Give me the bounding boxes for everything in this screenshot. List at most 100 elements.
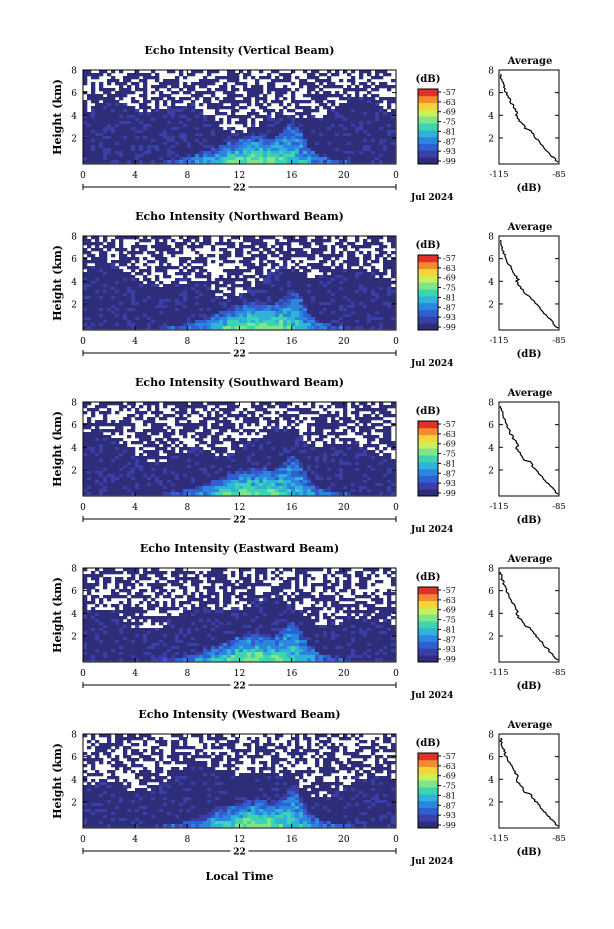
- heatmap-cell: [319, 94, 324, 98]
- heatmap-cell: [127, 121, 132, 125]
- heatmap-cell: [95, 266, 100, 270]
- heatmap-cell: [135, 462, 140, 466]
- heatmap-cell: [363, 311, 368, 315]
- heatmap-cell: [255, 308, 260, 312]
- heatmap-cell: [147, 151, 152, 155]
- heatmap-cell: [111, 239, 116, 243]
- heatmap-cell: [295, 278, 300, 282]
- heatmap-cell: [279, 100, 284, 104]
- heatmap-cell: [183, 483, 188, 487]
- heatmap-cell: [267, 136, 272, 140]
- heatmap-cell: [107, 299, 112, 303]
- heatmap-cell: [159, 263, 164, 267]
- heatmap-cell: [191, 88, 196, 92]
- heatmap-cell: [351, 142, 356, 146]
- heatmap-cell: [351, 311, 356, 315]
- heatmap-cell: [219, 477, 224, 481]
- heatmap-cell: [219, 426, 224, 430]
- heatmap-cell: [239, 242, 244, 246]
- heatmap-cell: [87, 471, 92, 475]
- heatmap-cell: [115, 269, 120, 273]
- heatmap-cell: [183, 317, 188, 321]
- heatmap-cell: [315, 263, 320, 267]
- heatmap-cell: [311, 239, 316, 243]
- heatmap-cell: [359, 281, 364, 285]
- heatmap-cell: [303, 287, 308, 291]
- heatmap-cell: [91, 465, 96, 469]
- heatmap-cell: [331, 314, 336, 318]
- heatmap-cell: [123, 489, 128, 493]
- heatmap-cell: [143, 486, 148, 490]
- heatmap-cell: [363, 275, 368, 279]
- heatmap-cell: [91, 456, 96, 460]
- heatmap-cell: [119, 70, 124, 74]
- heatmap-cell: [155, 311, 160, 315]
- heatmap-cell: [219, 257, 224, 261]
- heatmap-cell: [139, 148, 144, 152]
- heatmap-cell: [135, 477, 140, 481]
- heatmap-cell: [115, 124, 120, 128]
- colorbar-segment: [418, 261, 438, 270]
- heatmap-cell: [279, 269, 284, 273]
- heatmap-cell: [255, 148, 260, 152]
- heatmap-cell: [219, 236, 224, 240]
- heatmap-cell: [103, 317, 108, 321]
- heatmap-cell: [131, 263, 136, 267]
- heatmap-cell: [127, 266, 132, 270]
- heatmap-cell: [391, 142, 396, 146]
- heatmap-cell: [391, 121, 396, 125]
- heatmap-cell: [391, 127, 396, 131]
- heatmap-cell: [255, 311, 260, 315]
- x-tick-label: 4: [132, 171, 138, 181]
- heatmap-cell: [91, 127, 96, 131]
- heatmap-cell: [83, 435, 88, 439]
- heatmap-cell: [247, 299, 252, 303]
- heatmap-cell: [387, 317, 392, 321]
- heatmap-cell: [235, 492, 240, 496]
- heatmap-cell: [167, 477, 172, 481]
- heatmap-cell: [155, 408, 160, 412]
- heatmap-cell: [143, 112, 148, 116]
- heatmap-cell: [299, 242, 304, 246]
- heatmap-cell: [231, 133, 236, 137]
- heatmap-cell: [107, 468, 112, 472]
- heatmap-cell: [347, 275, 352, 279]
- heatmap-cell: [139, 251, 144, 255]
- heatmap-cell: [91, 468, 96, 472]
- heatmap-cell: [383, 260, 388, 264]
- heatmap-cell: [187, 124, 192, 128]
- heatmap-cell: [175, 121, 180, 125]
- heatmap-cell: [323, 296, 328, 300]
- heatmap-cell: [315, 302, 320, 306]
- heatmap-cell: [95, 459, 100, 463]
- heatmap-cell: [243, 308, 248, 312]
- heatmap-cell: [127, 160, 132, 164]
- heatmap-cell: [155, 296, 160, 300]
- heatmap-cell: [167, 136, 172, 140]
- heatmap-cell: [155, 323, 160, 327]
- heatmap-cell: [219, 453, 224, 457]
- heatmap-cell: [163, 290, 168, 294]
- heatmap-cell: [359, 296, 364, 300]
- heatmap-cell: [219, 447, 224, 451]
- heatmap-cell: [311, 121, 316, 125]
- heatmap-cell: [295, 160, 300, 164]
- heatmap-cell: [375, 284, 380, 288]
- heatmap-cell: [303, 239, 308, 243]
- heatmap-cell: [227, 139, 232, 143]
- heatmap-cell: [171, 266, 176, 270]
- heatmap-cell: [159, 326, 164, 330]
- heatmap-cell: [279, 278, 284, 282]
- heatmap-cell: [99, 121, 104, 125]
- heatmap-cell: [179, 115, 184, 119]
- heatmap-cell: [263, 130, 268, 134]
- heatmap-cell: [319, 275, 324, 279]
- heatmap-cell: [263, 97, 268, 101]
- heatmap-cell: [243, 145, 248, 149]
- heatmap-cell: [123, 151, 128, 155]
- heatmap-cell: [151, 302, 156, 306]
- heatmap-cell: [103, 254, 108, 258]
- heatmap-cell: [115, 477, 120, 481]
- heatmap-cell: [355, 245, 360, 249]
- heatmap-cell: [347, 136, 352, 140]
